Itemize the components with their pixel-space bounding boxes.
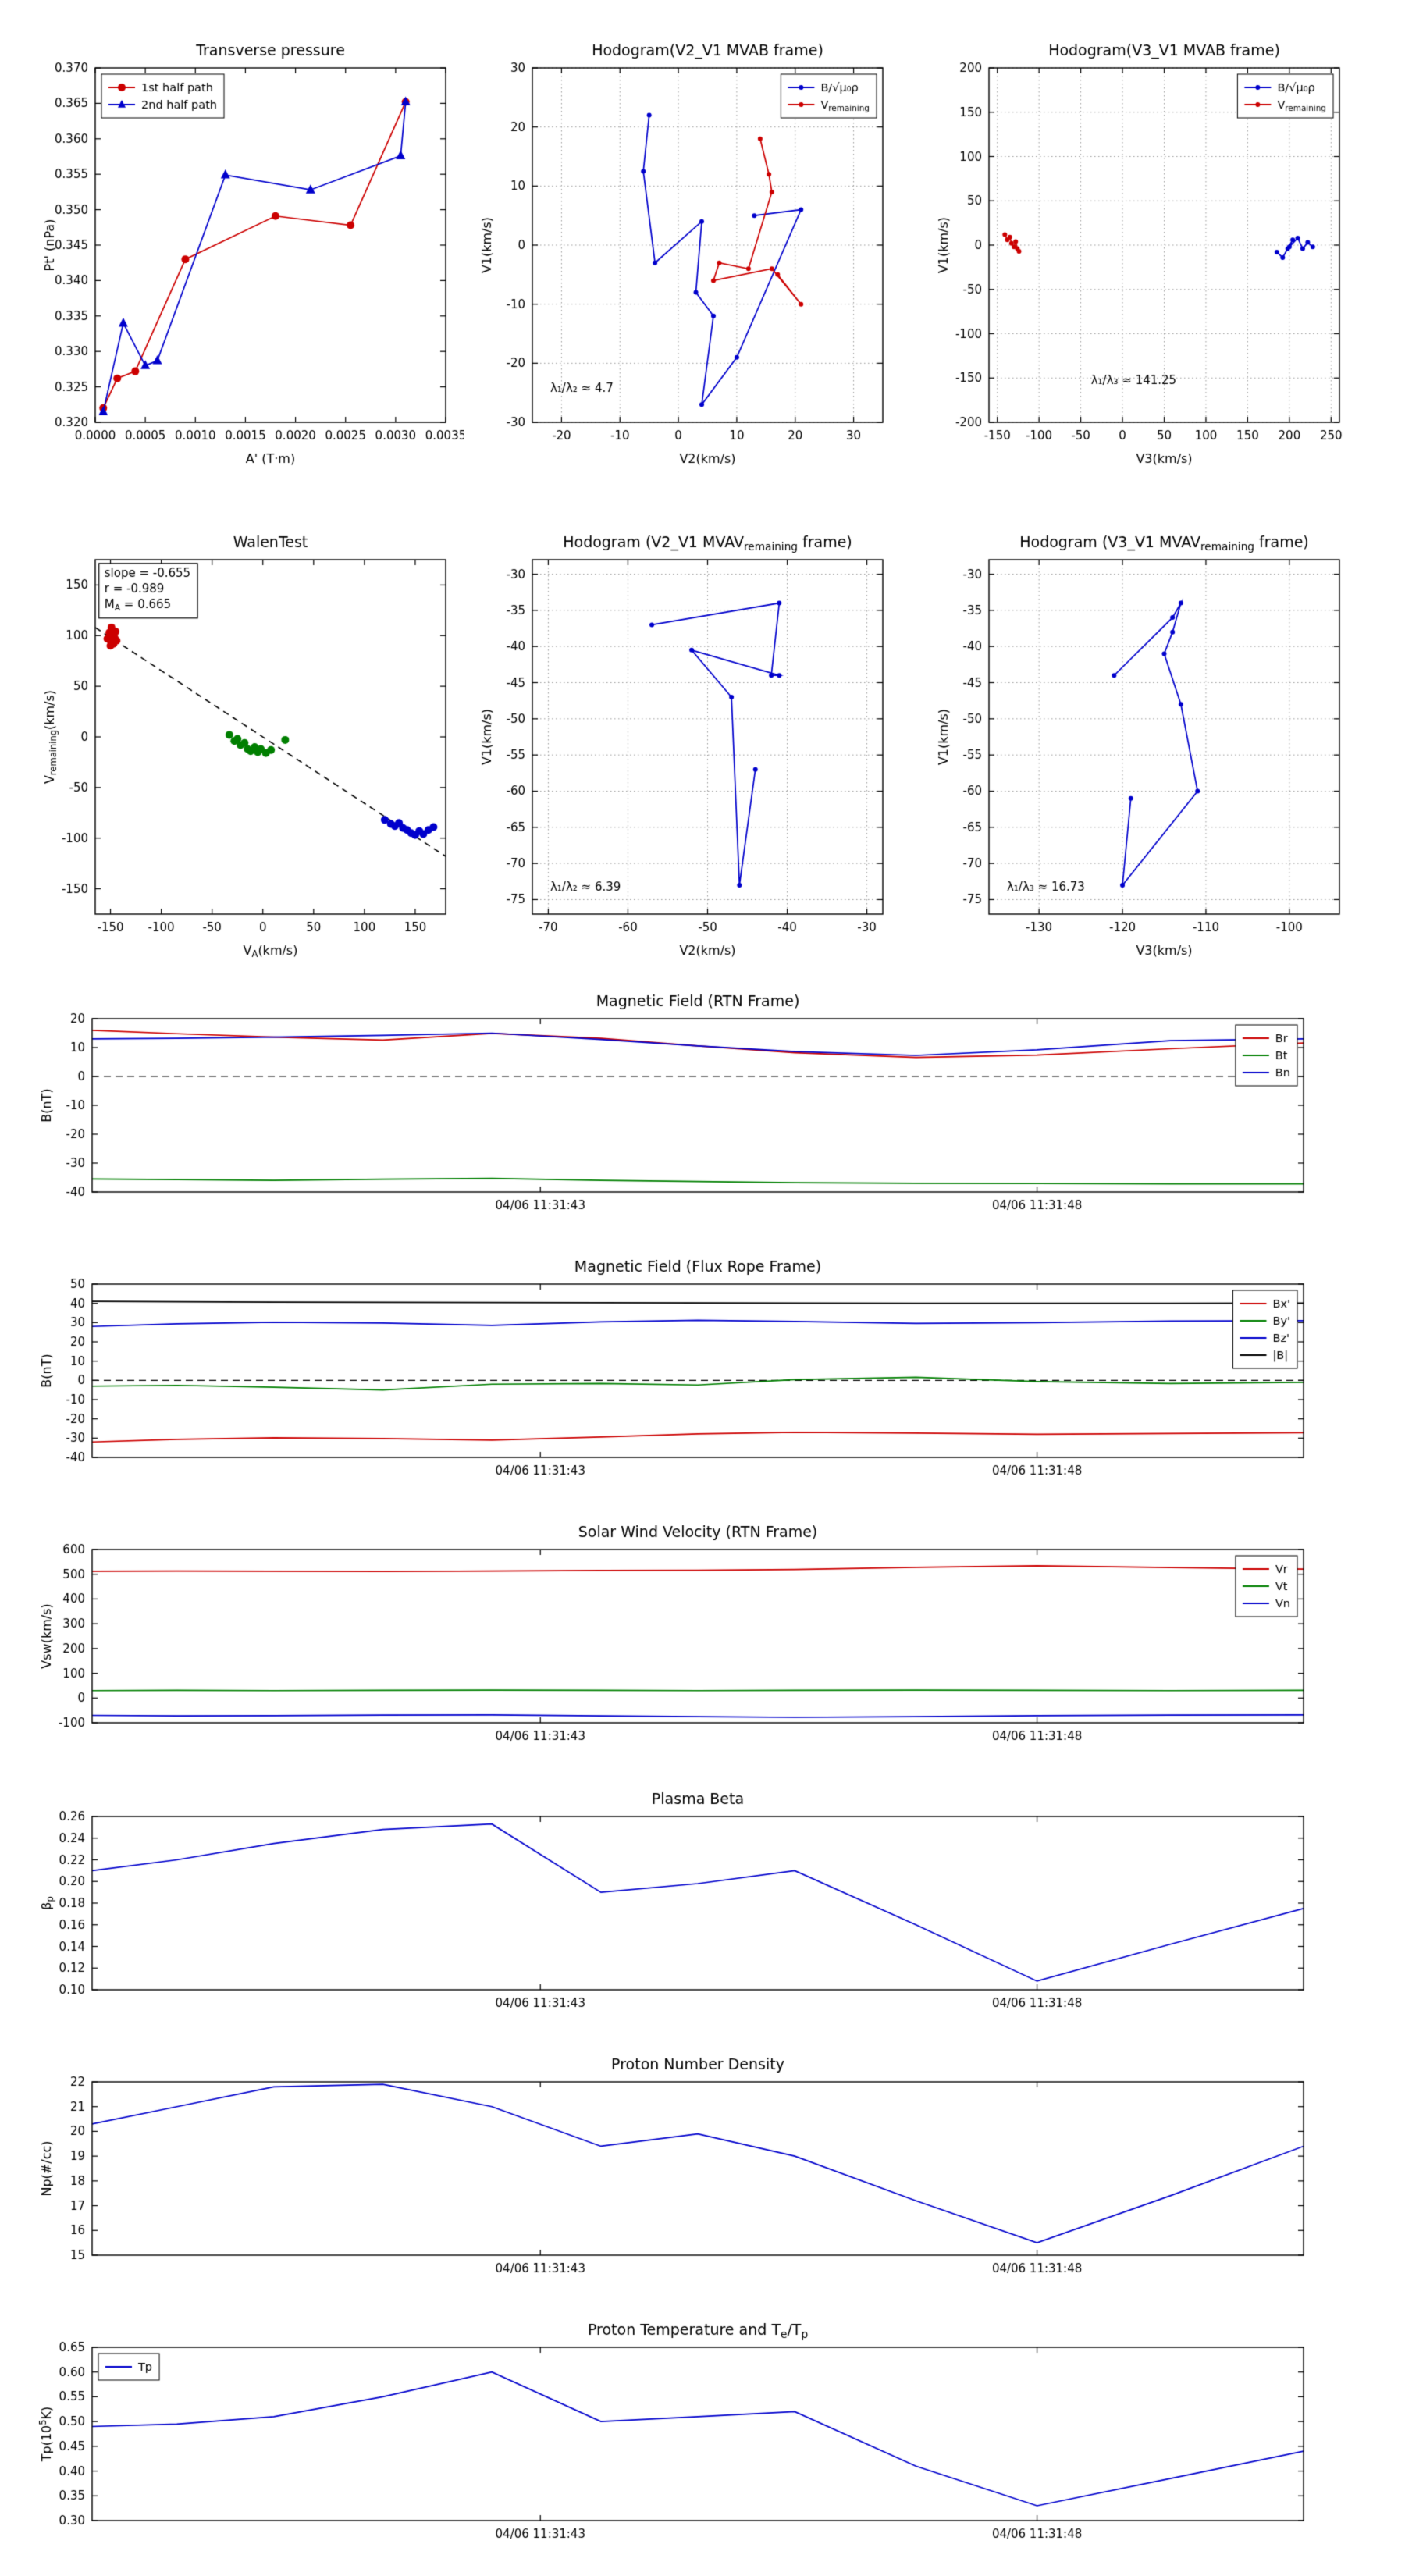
chart-hodogram-v3v1-mvab [925, 12, 1358, 488]
chart-solar-wind-velocity [27, 1517, 1377, 1759]
chart-magnetic-field-fluxrope [27, 1251, 1377, 1493]
chart-magnetic-field-rtn [27, 986, 1377, 1228]
chart-proton-number-density [27, 2049, 1377, 2291]
chart-hodogram-v3v1-mvav [925, 503, 1358, 980]
chart-proton-temperature [27, 2314, 1377, 2556]
chart-plasma-beta [27, 1784, 1377, 2026]
chart-transverse-pressure [31, 12, 464, 488]
chart-hodogram-v2v1-mvab [468, 12, 902, 488]
chart-walen-test [31, 503, 464, 980]
chart-hodogram-v2v1-mvav [468, 503, 902, 980]
